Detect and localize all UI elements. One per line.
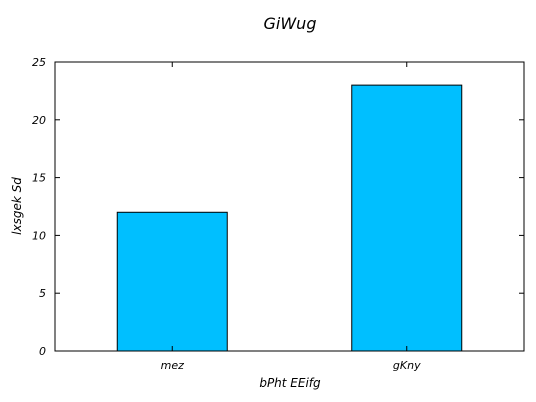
x-tick-label: mez <box>161 359 184 372</box>
bars-group <box>116 84 463 352</box>
y-tick-label: 0 <box>39 345 46 358</box>
bar-mez <box>116 211 228 352</box>
y-tick-label: 20 <box>32 114 46 127</box>
x-tick-label: gKny <box>393 359 421 372</box>
y-tick-label: 25 <box>32 56 46 69</box>
y-tick-label: 15 <box>32 172 46 185</box>
chart-title: GiWug <box>264 14 317 33</box>
plot-frame <box>54 61 525 352</box>
ticks-group: mez gKny 0 5 10 15 20 25 <box>32 56 524 372</box>
x-axis-label: bPht EEifg <box>259 376 321 390</box>
y-tick-label: 5 <box>39 287 46 300</box>
y-axis-label: lxsgek Sd <box>10 177 24 235</box>
bar-gKny <box>351 84 463 352</box>
y-tick-label: 10 <box>32 229 46 242</box>
